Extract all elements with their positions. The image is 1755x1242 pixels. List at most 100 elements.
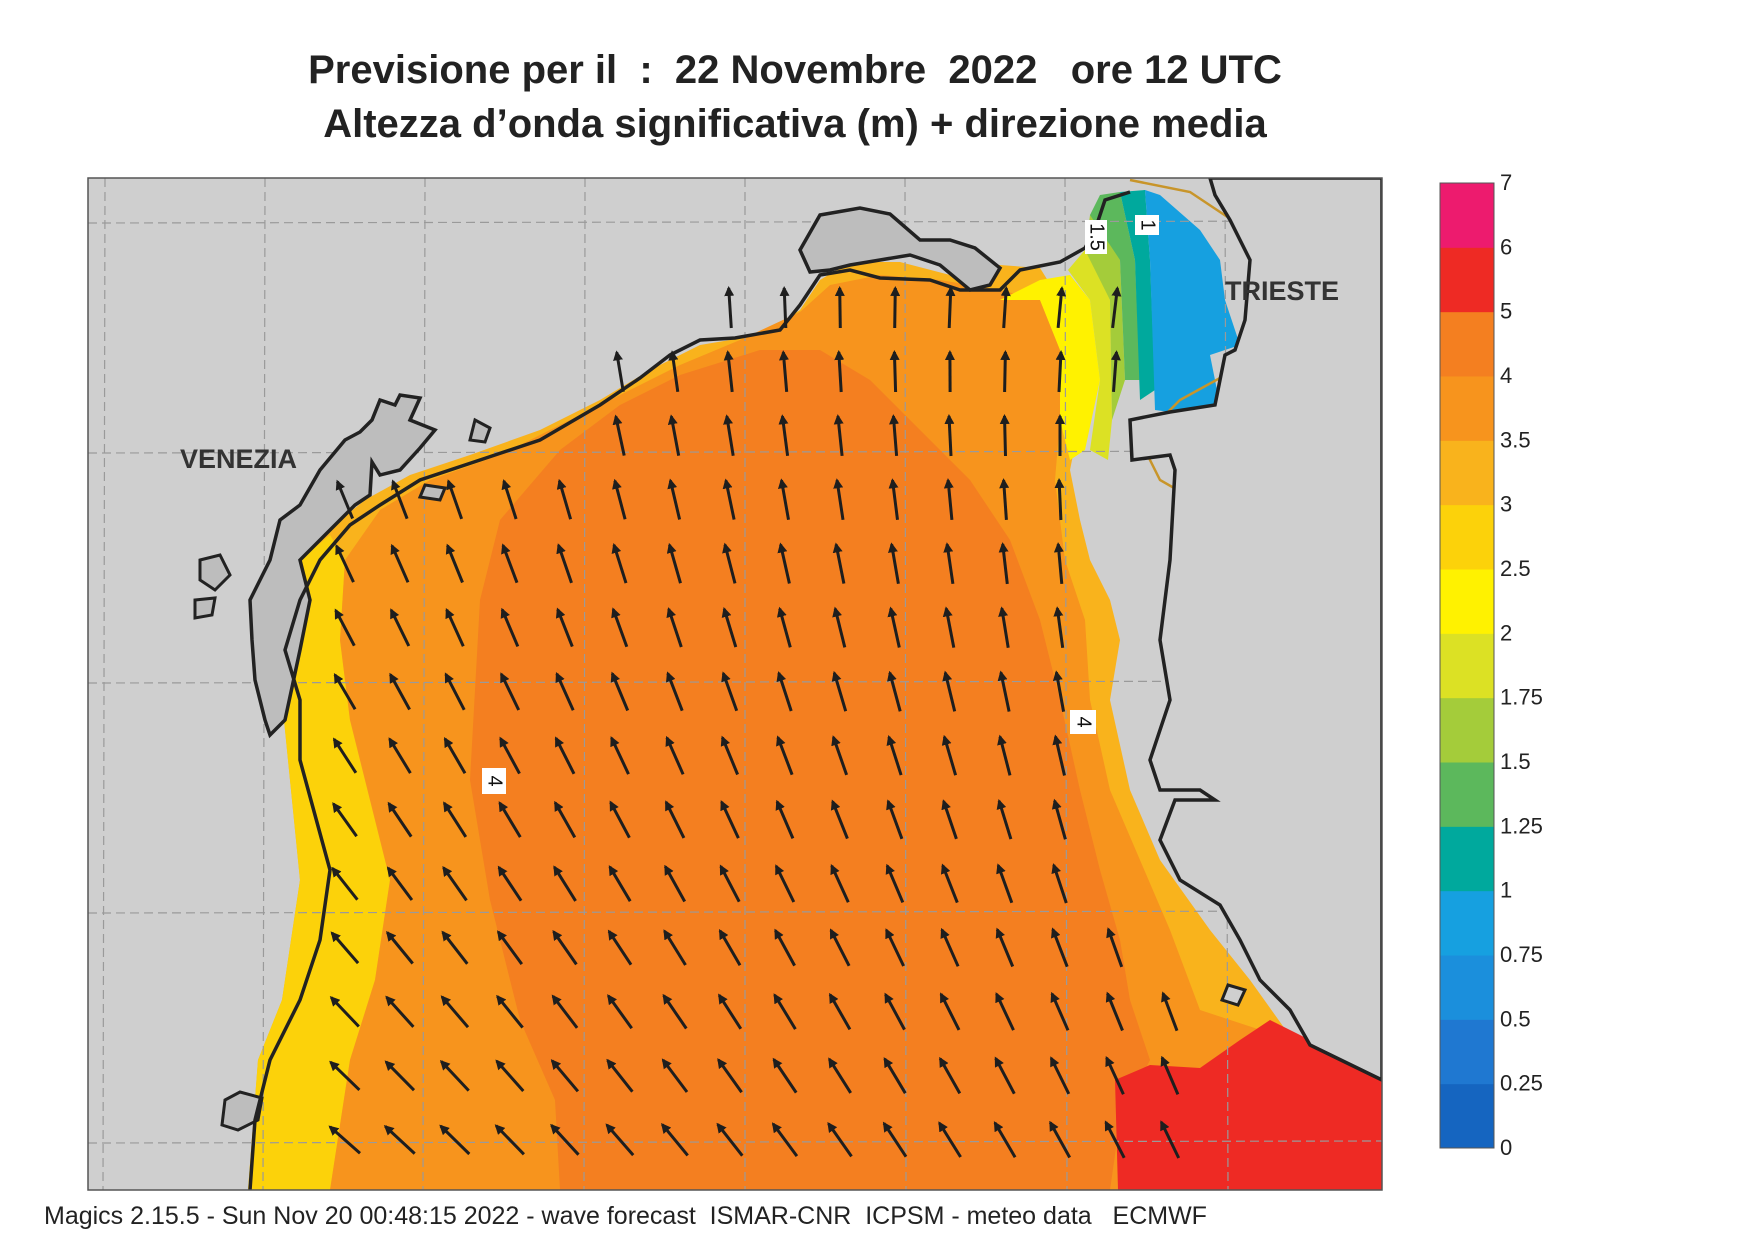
wave-arrow (610, 736, 630, 775)
wave-arrow (940, 927, 960, 967)
place-label-trieste: TRIESTE (1225, 276, 1339, 306)
sea-band-5-6 (1115, 1020, 1382, 1190)
wave-arrow (383, 1125, 416, 1155)
wave-arrow (661, 1123, 689, 1157)
wave-arrow (998, 542, 1009, 585)
wave-arrow (886, 799, 904, 840)
wave-arrow (938, 1056, 962, 1095)
wave-arrow (495, 1059, 525, 1092)
wave-arrow (666, 671, 684, 712)
wave-arrow (663, 864, 687, 903)
wave-arrow (883, 1057, 907, 1094)
wave-arrow (613, 350, 625, 392)
wave-arrow (667, 478, 682, 520)
wave-arrow (833, 414, 844, 457)
wave-arrow (832, 542, 846, 584)
wave-arrow (335, 479, 354, 520)
wave-arrow (996, 863, 1014, 904)
wave-arrow (662, 993, 688, 1030)
wave-arrow (1160, 1055, 1180, 1095)
wave-arrow (777, 542, 791, 584)
wave-arrow (499, 672, 521, 711)
chart-subtitle: Altezza d’onda significativa (m) + direz… (323, 102, 1267, 146)
wave-arrow (720, 800, 740, 839)
colorbar-swatch (1440, 247, 1494, 313)
wave-arrow (889, 350, 900, 393)
wave-arrow (834, 350, 845, 393)
wave-arrow (330, 931, 360, 965)
contour-label-right: 4 (1070, 710, 1096, 734)
svg-text:4: 4 (484, 775, 506, 786)
wave-arrow (606, 1058, 634, 1093)
wave-arrow (667, 414, 681, 456)
sea-band-2-2.5 (1000, 275, 1100, 460)
wave-arrow (556, 478, 573, 520)
wave-arrow (996, 798, 1013, 840)
wave-arrow (386, 930, 414, 965)
sea-band-1.25-1.5 (1090, 192, 1140, 380)
wave-arrow (389, 672, 411, 711)
wave-arrow (885, 928, 905, 967)
wave-arrow (719, 864, 741, 903)
sea-band-1.75-2 (1068, 250, 1112, 460)
wave-arrow (721, 606, 738, 648)
wave-arrow (1105, 991, 1124, 1032)
svg-text:4: 4 (1073, 716, 1095, 727)
wave-arrow (1159, 1120, 1181, 1159)
colorbar-tick-label: 5 (1500, 299, 1512, 324)
wave-arrow (387, 801, 413, 838)
wave-direction-arrows (328, 286, 1181, 1159)
colorbar-tick-label: 2.5 (1500, 556, 1531, 581)
wave-arrow (1104, 1120, 1126, 1159)
wave-arrow (889, 414, 900, 457)
wave-arrow (607, 929, 633, 966)
wave-arrow (665, 735, 685, 775)
wave-arrow (333, 672, 357, 711)
wave-arrow (776, 671, 793, 712)
wave-arrow (498, 801, 522, 838)
wave-arrow (939, 992, 961, 1031)
wave-arrow (778, 350, 789, 393)
wave-arrow (777, 478, 790, 520)
grado-marano-lagoon (798, 206, 1003, 292)
wave-arrow (832, 606, 847, 648)
wave-arrow (998, 606, 1010, 648)
wave-arrow (443, 736, 467, 775)
wave-arrow (664, 800, 686, 839)
wave-arrow (995, 927, 1015, 968)
wave-arrow (1049, 1056, 1071, 1095)
wave-arrow (499, 736, 521, 775)
wave-arrow (1106, 927, 1124, 968)
wave-arrow (1051, 863, 1068, 904)
colorbar-tick-label: 0.75 (1500, 942, 1543, 967)
colorbar-tick-label: 2 (1500, 620, 1512, 645)
wave-arrow (389, 608, 411, 647)
wave-arrow (332, 802, 358, 838)
colorbar-swatch (1440, 183, 1494, 248)
chart-title: Previsione per il : 22 Novembre 2022 ore… (308, 48, 1282, 92)
svg-text:1.5: 1.5 (1086, 223, 1108, 251)
wave-arrow (500, 607, 520, 647)
wave-arrow (829, 928, 851, 967)
wave-arrow (444, 672, 466, 711)
wave-arrow (1053, 542, 1064, 585)
wave-arrow (442, 801, 468, 838)
wave-arrow (776, 735, 794, 776)
wave-arrow (778, 414, 790, 456)
wave-arrow (718, 928, 742, 967)
colorbar-swatch (1440, 955, 1494, 1020)
wave-arrow (717, 1058, 743, 1094)
wave-arrow (830, 863, 850, 903)
wave-arrow (1110, 350, 1121, 393)
wave-arrow (552, 929, 578, 966)
wave-arrow (331, 866, 359, 901)
wave-arrow (550, 1059, 580, 1093)
wave-arrow (1052, 734, 1066, 776)
wave-arrow (1055, 350, 1066, 393)
sea-band-4-5 (470, 350, 1150, 1190)
wave-arrow (771, 1122, 799, 1157)
wave-arrow (940, 863, 959, 904)
colorbar-frame (1439, 182, 1495, 1149)
wave-arrow (942, 606, 956, 648)
colorbar-swatch (1440, 1083, 1494, 1149)
